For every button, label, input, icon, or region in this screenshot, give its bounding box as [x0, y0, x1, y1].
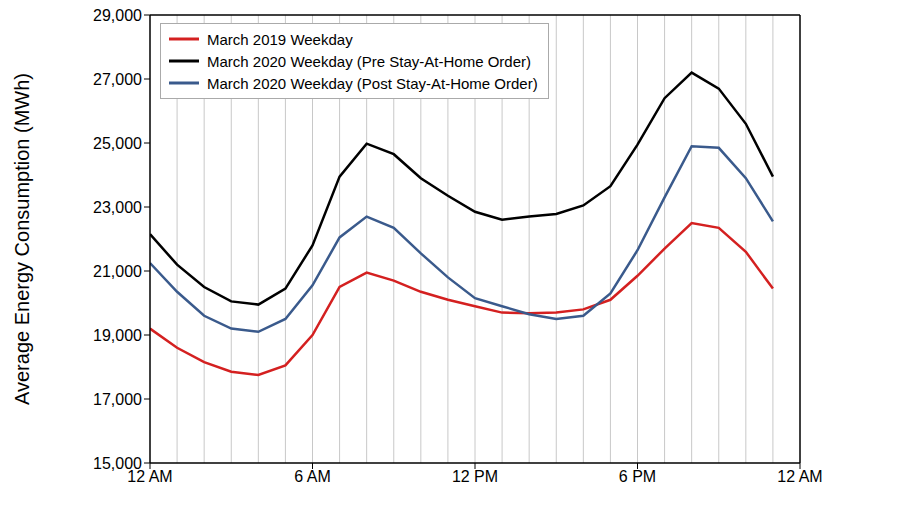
html-text:March 2020 Weekday (Pre Stay-A: March 2020 Weekday (Pre Stay-At-Home Ord… — [207, 52, 531, 70]
svg-text:12 AM: 12 AM — [127, 468, 173, 486]
svg-text:12 PM: 12 PM — [452, 468, 498, 485]
svg-text:Average Energy Consumption (MW: Average Energy Consumption (MWh) — [11, 73, 33, 405]
svg-text:15,000: 15,000 — [93, 455, 142, 472]
svg-text:6 PM: 6 PM — [619, 468, 656, 485]
svg-text:25,000: 25,000 — [93, 135, 142, 152]
svg-text:29,000: 29,000 — [93, 7, 142, 24]
svg-text:12 AM: 12 AM — [777, 468, 822, 485]
svg-text:23,000: 23,000 — [93, 199, 142, 216]
html-text:March 2019 Weekday: March 2019 Weekday — [207, 30, 353, 48]
svg-text:21,000: 21,000 — [93, 263, 142, 280]
svg-text:19,000: 19,000 — [93, 327, 142, 344]
svg-text:17,000: 17,000 — [93, 391, 142, 408]
svg-text:27,000: 27,000 — [93, 71, 142, 88]
svg-text:6 AM: 6 AM — [294, 468, 330, 485]
html-text:March 2020 Weekday (Post Stay-: March 2020 Weekday (Post Stay-At-Home Or… — [207, 74, 538, 92]
